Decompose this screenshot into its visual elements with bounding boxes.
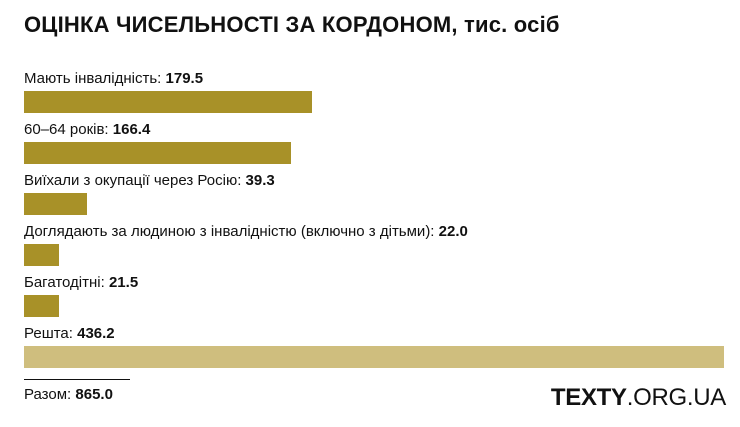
logo-light-part: .ORG.UA	[626, 384, 727, 411]
bar-3	[24, 244, 59, 266]
bar-label-5: Решта: 436.2	[24, 325, 115, 342]
category-label-4: Багатодітні:	[24, 274, 109, 291]
category-label-0: Мають інвалідність:	[24, 70, 166, 87]
bar-label-4: Багатодітні: 21.5	[24, 274, 138, 291]
value-label-0: 179.5	[165, 70, 204, 87]
bar-label-0: Мають інвалідність: 179.5	[24, 70, 203, 87]
category-label-1: 60–64 років:	[24, 121, 113, 138]
bar-label-3: Доглядають за людиною з інвалідністю (вк…	[24, 223, 468, 240]
value-label-2: 39.3	[245, 172, 275, 189]
value-label-5: 436.2	[77, 325, 115, 342]
bar-label-2: Виїхали з окупації через Росію: 39.3	[24, 172, 275, 189]
bar-5	[24, 346, 724, 368]
value-label-1: 166.4	[112, 121, 151, 138]
bar-label-1: 60–64 років: 166.4	[24, 121, 150, 138]
total-label: Разом:	[24, 386, 72, 403]
bar-2	[24, 193, 87, 215]
logo-bold-part: TEXTY	[550, 384, 627, 411]
value-label-3: 22.0	[438, 223, 468, 240]
category-label-3: Доглядають за людиною з інвалідністю (вк…	[24, 223, 439, 240]
value-label-4: 21.5	[108, 274, 139, 291]
category-label-2: Виїхали з окупації через Росію:	[24, 172, 246, 189]
bar-0	[24, 91, 312, 113]
category-label-5: Решта:	[24, 325, 78, 342]
texty-logo: TEXTY.ORG.UA	[551, 384, 726, 412]
bar-4	[24, 295, 59, 317]
chart-title-text: ОЦІНКА ЧИСЕЛЬНОСТІ ЗА КОРДОНОМ,	[24, 12, 458, 37]
chart-title: ОЦІНКА ЧИСЕЛЬНОСТІ ЗА КОРДОНОМ, тис. осі…	[24, 12, 560, 38]
total-summary: Разом: 865.0	[24, 386, 113, 403]
chart-title-unit: тис. осіб	[464, 12, 560, 37]
bar-1	[24, 142, 291, 164]
total-divider	[24, 379, 130, 380]
total-value: 865.0	[75, 386, 113, 403]
